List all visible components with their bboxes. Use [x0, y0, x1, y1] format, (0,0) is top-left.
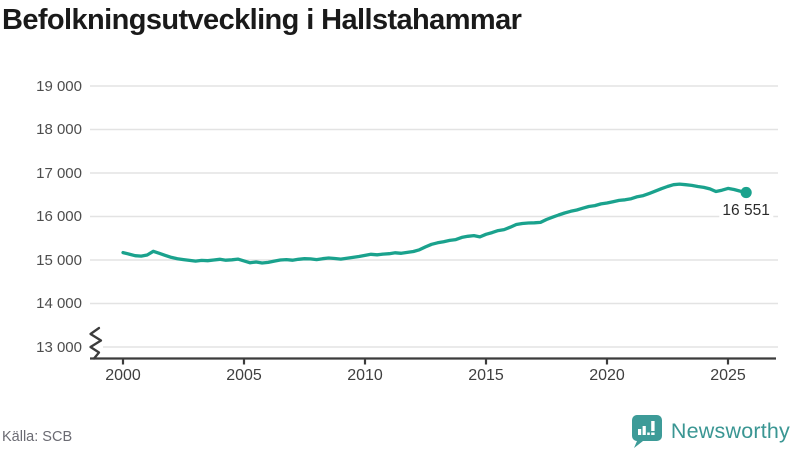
- bar-chart-speech-bubble-icon: [631, 414, 662, 448]
- gridlines: [90, 85, 778, 348]
- end-point-marker: [740, 186, 752, 199]
- y-axis-label: 17 000: [36, 164, 82, 182]
- y-axis-label: 15 000: [36, 251, 82, 269]
- y-axis-label: 16 000: [36, 208, 82, 225]
- newsworthy-logo[interactable]: Newsworthy: [630, 413, 790, 449]
- x-axis-label: 2000: [105, 367, 141, 384]
- source-note: Källa: SCB: [2, 429, 73, 445]
- x-axis-label: 2025: [710, 367, 746, 384]
- x-axis-label: 2010: [347, 367, 383, 384]
- brand-name: Newsworthy: [670, 418, 790, 443]
- page-title: Befolkningsutveckling i Hallstahammar: [2, 4, 522, 36]
- y-axis-label: 14 000: [36, 295, 82, 312]
- y-axis-break-icon: [89, 326, 103, 360]
- population-line: [121, 182, 752, 265]
- y-axis-label: 18 000: [36, 121, 82, 138]
- x-axis-label: 2005: [226, 367, 262, 384]
- x-axis: [90, 357, 776, 365]
- end-value-label: 16 551: [719, 201, 773, 220]
- y-axis-label: 13 000: [36, 338, 82, 356]
- y-axis-label: 19 000: [36, 77, 82, 95]
- x-axis-label: 2020: [589, 367, 625, 384]
- x-axis-label: 2015: [468, 367, 504, 384]
